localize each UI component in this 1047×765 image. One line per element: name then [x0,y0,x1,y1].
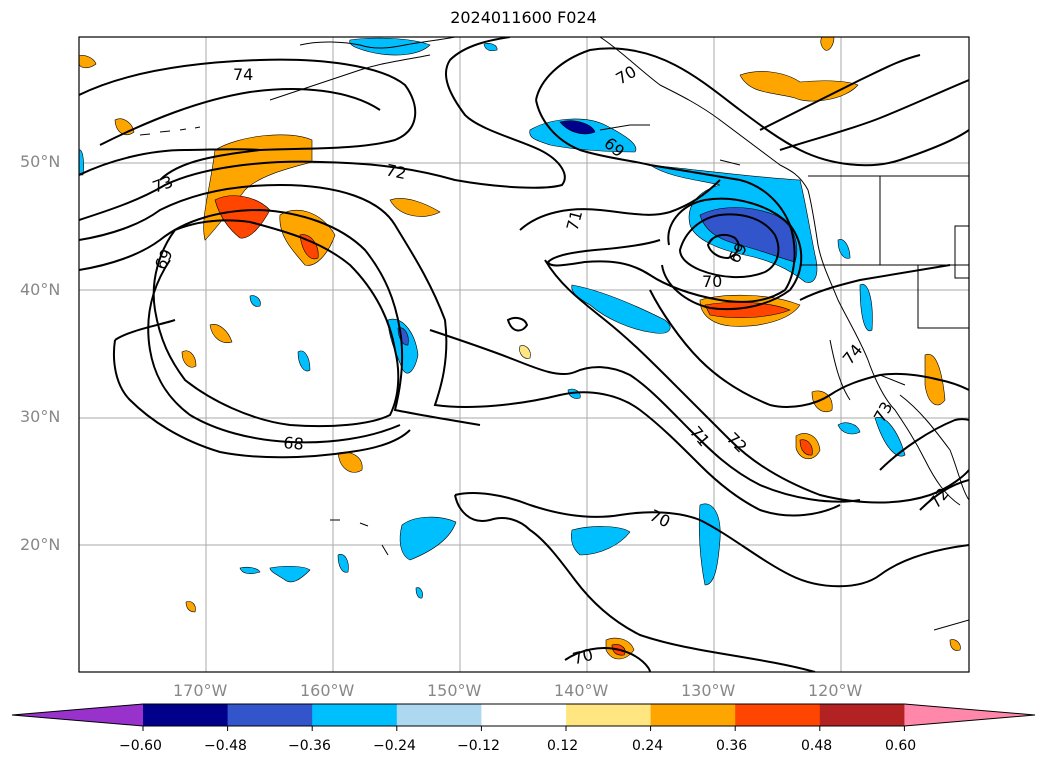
colorbar-tick-label: 0.36 [716,738,748,754]
colorbar [11,703,1036,731]
colorbar-tick-label: −0.24 [373,738,416,754]
colorbar-segment [735,704,821,726]
shaded-anomalies [79,37,961,660]
colorbar-tick-label: −0.48 [204,738,247,754]
colorbar-segment [819,704,905,726]
lat-label: 50°N [20,152,61,171]
colorbar-tick-label: 0.12 [547,738,579,754]
height-contours [79,37,969,672]
contour-label: 70 [702,272,722,291]
contour-label: 73 [150,172,176,197]
lon-label: 150°W [427,681,482,700]
contour-label: 74 [233,65,253,84]
lon-label: 130°W [681,681,736,700]
contour-label: 70 [613,62,640,89]
colorbar-extend-high [904,704,1035,726]
lon-label: 170°W [173,681,228,700]
contour-label: 71 [563,208,587,233]
contour-label: 70 [570,645,595,669]
contour-label: 74 [839,340,867,368]
lon-label: 120°W [808,681,863,700]
contour-label: 73 [870,398,897,425]
coastlines [139,37,969,631]
plot-frame [78,36,970,673]
colorbar-extend-low [12,704,143,726]
contour-label: 72 [723,429,751,457]
contour-label: 68 [283,433,305,454]
colorbar-segment [227,704,313,726]
colorbar-tick-label: −0.60 [119,738,162,754]
colorbar-tick-label: 0.60 [885,738,917,754]
colorbar-segment [312,704,398,726]
contour-label: 69 [151,246,177,272]
lat-label: 40°N [20,280,61,299]
colorbar-segment [481,704,567,726]
lat-label: 20°N [20,535,61,554]
gridlines [79,37,969,672]
contour-label: 71 [686,422,714,450]
colorbar-tick-label: −0.12 [457,738,500,754]
lon-label: 160°W [300,681,355,700]
map-title: 2024011600 F024 [450,8,597,27]
lat-label: 30°N [20,407,61,426]
colorbar-tick-label: 0.48 [801,738,833,754]
contour-label: 72 [384,160,408,183]
contour-label: 70 [647,506,673,532]
lon-label: 140°W [554,681,609,700]
colorbar-tick-label: 0.24 [632,738,664,754]
colorbar-segment [396,704,482,726]
colorbar-segment [566,704,652,726]
colorbar-segment [650,704,736,726]
colorbar-segment [143,704,229,726]
colorbar-tick-label: −0.36 [288,738,331,754]
